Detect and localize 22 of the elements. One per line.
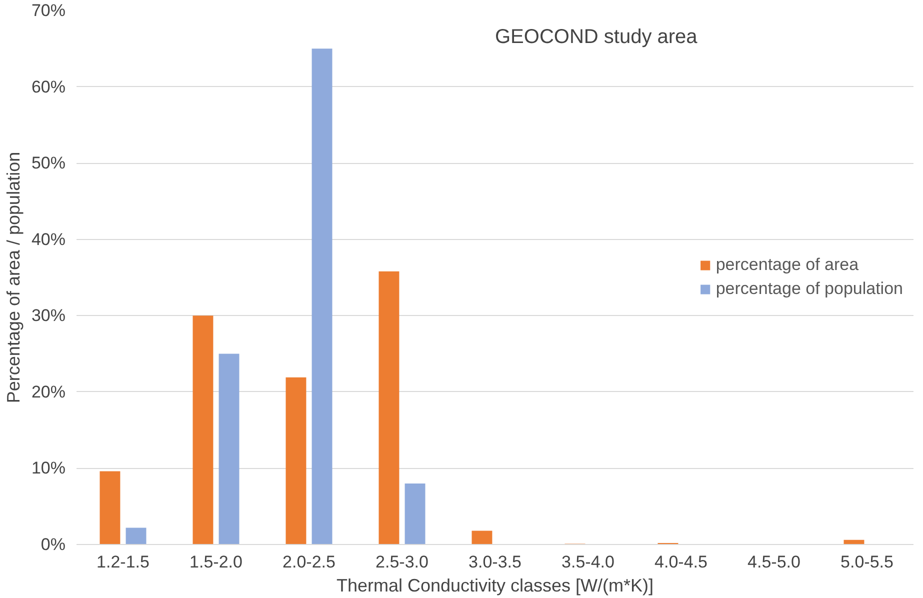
x-tick-label: 3.5-4.0 (562, 552, 614, 572)
y-tick-label: 50% (31, 154, 66, 173)
legend-label: percentage of population (716, 279, 903, 299)
x-tick-label: 2.0-2.5 (282, 552, 336, 572)
y-tick-label: 60% (31, 77, 66, 96)
y-axis-title: Percentage of area / population (3, 152, 24, 404)
y-tick-label: 10% (31, 458, 66, 478)
legend-label: percentage of area (716, 255, 859, 275)
x-tick-label: 2.5-3.0 (376, 552, 428, 572)
x-axis-title: Thermal Conductivity classes [W/(m*K)] (336, 576, 654, 596)
x-tick-label: 4.0-4.5 (654, 552, 708, 572)
y-tick-label: 70% (31, 1, 66, 20)
y-tick-label: 40% (31, 230, 66, 249)
y-tick-label: 30% (31, 306, 66, 326)
x-tick-label: 4.5-5.0 (748, 552, 800, 572)
annotation: GEOCOND study area (495, 26, 698, 48)
x-tick-label: 3.0-3.5 (468, 552, 522, 572)
x-tick-label: 5.0-5.5 (840, 552, 894, 572)
x-tick-label: 1.5-2.0 (190, 552, 242, 572)
y-tick-label: 20% (31, 382, 66, 402)
x-tick-label: 1.2-1.5 (96, 552, 150, 572)
y-tick-label: 0% (40, 535, 66, 554)
